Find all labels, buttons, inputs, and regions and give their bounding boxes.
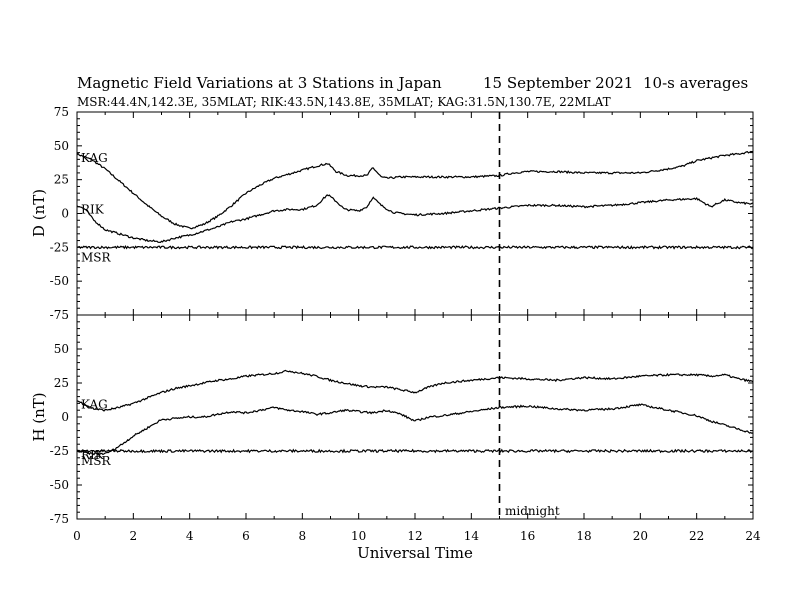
y-tick-label: -50 <box>50 478 69 492</box>
d-axis-label: D (nT) <box>30 189 48 237</box>
x-tick-label: 20 <box>633 529 648 543</box>
x-tick-label: 0 <box>73 529 81 543</box>
station-coordinates: MSR:44.4N,142.3E, 35MLAT; RIK:43.5N,143.… <box>77 95 611 109</box>
series-kag-trace <box>76 150 753 230</box>
y-tick-label: 50 <box>54 139 69 153</box>
x-tick-label: 16 <box>520 529 535 543</box>
y-tick-label: 50 <box>54 342 69 356</box>
midnight-label: midnight <box>505 504 560 518</box>
y-tick-label: -25 <box>50 444 69 458</box>
y-tick-label: 75 <box>54 105 69 119</box>
series-msr-trace <box>76 448 754 454</box>
y-tick-label: 25 <box>54 173 69 187</box>
x-tick-label: 12 <box>407 529 422 543</box>
plot-layer: 75 50 25 0 -25 -50 -75 KAG RIK MSR 50 25 0 -25 -50 -75 K… <box>50 105 761 543</box>
x-tick-label: 10 <box>351 529 366 543</box>
x-tick-label: 18 <box>576 529 591 543</box>
h-axis-label: H (nT) <box>30 392 48 441</box>
x-tick-label: 14 <box>464 529 480 543</box>
series-rik-trace <box>76 194 754 244</box>
x-tick-label: 22 <box>689 529 704 543</box>
y-tick-label: 25 <box>54 376 69 390</box>
series-label-msr: MSR <box>81 454 112 468</box>
series-kag-trace <box>76 369 754 412</box>
x-axis-label: Universal Time <box>357 544 473 562</box>
x-tick-label: 8 <box>299 529 307 543</box>
y-tick-label: 0 <box>61 207 69 221</box>
series-msr-trace <box>77 244 754 250</box>
h-panel-frame <box>76 314 754 520</box>
series-rik-trace <box>76 403 754 456</box>
y-tick-label: -75 <box>50 512 69 526</box>
y-tick-label: -75 <box>50 308 69 322</box>
averaging-label: 10-s averages <box>643 74 748 92</box>
chart-date: 15 September 2021 <box>483 74 633 92</box>
series-label-rik: RIK <box>81 202 105 216</box>
series-label-msr: MSR <box>81 250 112 264</box>
y-tick-label: 0 <box>61 410 69 424</box>
y-tick-label: -25 <box>50 240 69 254</box>
chart-title: Magnetic Field Variations at 3 Stations … <box>77 74 442 92</box>
y-tick-label: -50 <box>50 274 69 288</box>
series-label-kag: KAG <box>81 398 108 412</box>
x-tick-label: 2 <box>130 529 138 543</box>
d-panel-frame <box>76 111 754 316</box>
x-tick-label: 24 <box>745 529 761 543</box>
series-label-kag: KAG <box>81 151 108 165</box>
x-tick-label: 6 <box>242 529 250 543</box>
x-tick-label: 4 <box>186 529 194 543</box>
